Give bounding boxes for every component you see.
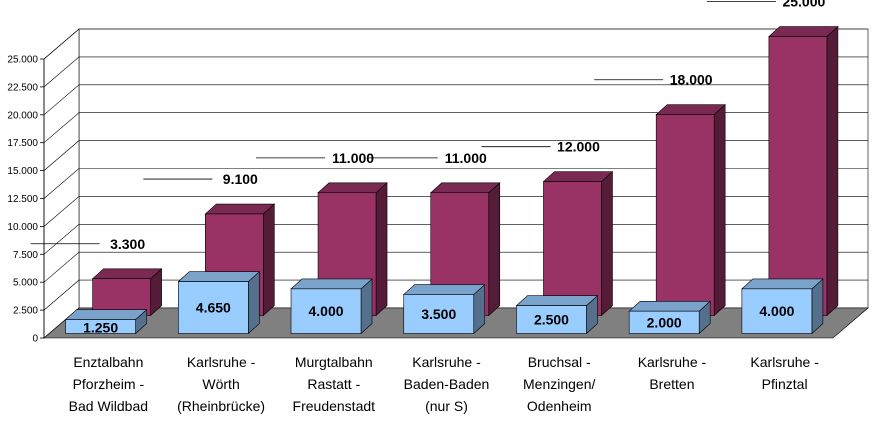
y-tick-label: 0 xyxy=(32,334,38,345)
y-tick-label: 20.000 xyxy=(7,110,38,121)
x-category-label: Bretten xyxy=(649,376,694,392)
gridline xyxy=(43,168,868,199)
x-category-label: Murgtalbahn xyxy=(295,354,373,370)
front-bar xyxy=(403,294,475,334)
back-bar-value-label: 12.000 xyxy=(557,139,600,155)
back-bar-value-label: 11.000 xyxy=(445,150,487,166)
x-category-label: Bad Wildbad xyxy=(69,398,148,414)
gridline xyxy=(43,140,868,171)
back-bar-value-label: 18.000 xyxy=(670,72,713,88)
back-bar-top xyxy=(655,104,726,115)
x-category-label: Enztalbahn xyxy=(73,354,143,370)
front-bar-top xyxy=(402,284,486,295)
x-category-label: Karlsruhe - xyxy=(638,354,707,370)
front-bar-value-label: 1.250 xyxy=(83,320,118,336)
back-bar-side xyxy=(375,182,388,317)
x-category-label: Karlsruhe - xyxy=(750,354,819,370)
y-tick-label: 10.000 xyxy=(7,222,38,233)
gridline xyxy=(43,56,868,88)
back-bar-top xyxy=(317,182,388,194)
front-bar-value-label: 4.000 xyxy=(309,303,344,319)
x-category-label: Rastatt - xyxy=(307,376,360,392)
y-tick-label: 15.000 xyxy=(7,166,38,177)
front-bar-value-label: 3.500 xyxy=(421,306,456,322)
front-bar-top xyxy=(64,309,148,320)
back-bar-top xyxy=(542,171,614,182)
front-bar xyxy=(628,310,700,334)
front-bar-top xyxy=(177,271,261,282)
back-bar-side xyxy=(713,104,726,317)
front-bar-side xyxy=(248,271,260,335)
back-bar-value-label: 25.000 xyxy=(782,0,825,10)
x-category-label: Pfinztal xyxy=(762,376,808,392)
front-bar-top xyxy=(515,295,599,306)
y-tick-label: 7.500 xyxy=(13,250,38,261)
x-category-label: Wörth xyxy=(202,376,239,392)
x-category-label: Pforzheim - xyxy=(73,376,145,392)
back-bar-side xyxy=(826,25,839,317)
y-tick-label: 25.000 xyxy=(7,55,38,66)
back-bar xyxy=(768,36,828,316)
x-category-label: Karlsruhe - xyxy=(412,354,481,370)
x-category-label: (nur S) xyxy=(425,398,468,414)
y-tick-label: 17.500 xyxy=(7,138,38,149)
back-bar-top xyxy=(429,182,501,194)
back-bar xyxy=(543,181,602,316)
gridline xyxy=(43,28,868,60)
gridline xyxy=(43,112,868,143)
front-bar xyxy=(290,288,362,334)
x-category-label: Menzingen/ xyxy=(523,376,595,392)
x-category-label: Bruchsal - xyxy=(528,354,591,370)
front-bar-value-label: 2.500 xyxy=(534,312,569,328)
front-bar-value-label: 4.650 xyxy=(196,300,231,316)
back-bar-side xyxy=(488,182,501,317)
front-bar-value-label: 4.000 xyxy=(759,303,794,319)
back-bar-side xyxy=(601,171,613,317)
back-bar-top xyxy=(204,203,276,215)
y-tick-label: 5.000 xyxy=(13,278,38,289)
front-bar xyxy=(178,281,249,334)
front-bar xyxy=(65,319,136,334)
back-bar-value-label: 3.300 xyxy=(110,236,145,252)
back-bar-value-label: 11.000 xyxy=(332,150,374,166)
x-category-label: Karlsruhe - xyxy=(187,354,256,370)
front-bar-top xyxy=(741,278,824,290)
front-bar-top xyxy=(628,300,711,312)
front-bar xyxy=(516,305,587,334)
back-bar-top xyxy=(91,268,163,279)
front-bar xyxy=(741,288,813,334)
x-category-label: (Rheinbrücke) xyxy=(177,398,265,414)
front-bar-top xyxy=(290,278,373,290)
y-tick-label: 12.500 xyxy=(7,194,38,205)
y-tick-label: 2.500 xyxy=(13,306,38,317)
x-category-label: Odenheim xyxy=(527,398,592,414)
back-bar-side xyxy=(263,203,275,317)
y-tick-label: 22.500 xyxy=(7,82,38,93)
x-category-label: Baden-Baden xyxy=(404,376,490,392)
back-bar-value-label: 9.100 xyxy=(223,171,258,187)
back-bar-top xyxy=(768,26,839,37)
back-bar xyxy=(655,114,715,316)
x-category-label: Freudenstadt xyxy=(293,398,376,414)
front-bar-value-label: 2.000 xyxy=(647,314,682,330)
gridline xyxy=(43,84,868,116)
